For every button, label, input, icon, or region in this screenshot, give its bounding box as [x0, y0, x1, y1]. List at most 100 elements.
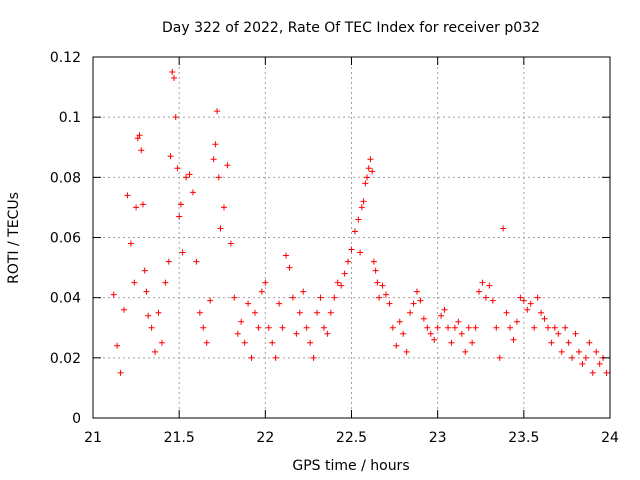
data-point: [358, 204, 365, 211]
data-point: [241, 339, 248, 346]
data-point: [296, 309, 303, 316]
data-point: [374, 279, 381, 286]
data-point: [138, 147, 145, 154]
data-point: [486, 282, 493, 289]
data-point: [407, 309, 414, 316]
data-point: [513, 318, 520, 325]
data-point: [367, 156, 374, 163]
data-point: [572, 330, 579, 337]
data-point: [220, 204, 227, 211]
data-point: [500, 225, 507, 232]
data-point: [279, 324, 286, 331]
data-point: [136, 132, 143, 139]
data-point: [255, 324, 262, 331]
data-point: [320, 324, 327, 331]
data-point: [382, 291, 389, 298]
data-point: [348, 246, 355, 253]
data-point: [303, 324, 310, 331]
x-tick-label: 22: [256, 430, 274, 446]
data-point: [262, 279, 269, 286]
data-point: [238, 318, 245, 325]
data-point: [186, 171, 193, 178]
data-point: [110, 291, 117, 298]
data-point: [410, 300, 417, 307]
data-point: [189, 189, 196, 196]
data-point: [196, 309, 203, 316]
y-tick-label: 0.08: [50, 170, 81, 186]
data-point: [200, 324, 207, 331]
x-tick-labels: 21 21.5 22 22.5 23 23.5 24: [84, 430, 619, 446]
data-point: [215, 174, 222, 181]
y-tick-label: 0.1: [59, 110, 81, 126]
data-point: [331, 294, 338, 301]
data-point: [482, 294, 489, 301]
y-axis-label: ROTI / TECUs: [6, 192, 22, 284]
x-tick-label: 24: [601, 430, 619, 446]
data-point: [403, 348, 410, 355]
data-point: [251, 309, 258, 316]
data-point: [217, 225, 224, 232]
data-point: [431, 336, 438, 343]
data-point: [114, 342, 121, 349]
data-point: [364, 174, 371, 181]
data-point: [124, 192, 131, 199]
data-point: [472, 324, 479, 331]
data-point: [507, 324, 514, 331]
data-point: [569, 354, 576, 361]
data-point: [224, 162, 231, 169]
data-point: [210, 156, 217, 163]
y-tick-label: 0.06: [50, 231, 81, 247]
data-point: [134, 135, 141, 142]
data-point: [448, 339, 455, 346]
axis-ticks: [92, 56, 611, 419]
data-point: [503, 309, 510, 316]
data-point: [179, 249, 186, 256]
data-point: [143, 288, 150, 295]
data-point: [365, 165, 372, 172]
data-point: [369, 168, 376, 175]
data-point: [434, 324, 441, 331]
data-point: [158, 339, 165, 346]
data-point: [544, 324, 551, 331]
data-point: [289, 294, 296, 301]
data-point: [589, 369, 596, 376]
data-point: [133, 204, 140, 211]
data-point: [413, 288, 420, 295]
data-point: [551, 324, 558, 331]
data-point: [357, 249, 364, 256]
y-tick-label: 0: [72, 411, 81, 427]
data-point: [531, 324, 538, 331]
data-point: [131, 279, 138, 286]
data-point: [386, 300, 393, 307]
data-point: [258, 288, 265, 295]
data-point: [376, 294, 383, 301]
data-point: [582, 354, 589, 361]
data-point: [379, 282, 386, 289]
data-point: [575, 348, 582, 355]
data-point: [396, 318, 403, 325]
data-point: [558, 348, 565, 355]
data-point: [152, 348, 159, 355]
data-point: [245, 300, 252, 307]
data-point: [307, 339, 314, 346]
data-point: [510, 336, 517, 343]
data-point: [176, 213, 183, 220]
y-tick-label: 0.04: [50, 291, 81, 307]
data-point: [372, 267, 379, 274]
data-point: [355, 216, 362, 223]
data-point: [341, 270, 348, 277]
data-point: [193, 258, 200, 265]
data-point: [479, 279, 486, 286]
data-point: [393, 342, 400, 349]
data-points: [110, 69, 610, 376]
data-point: [155, 309, 162, 316]
data-point: [360, 198, 367, 205]
data-point: [445, 324, 452, 331]
data-point: [565, 339, 572, 346]
data-point: [541, 315, 548, 322]
data-point: [177, 201, 184, 208]
x-tick-label: 23: [429, 430, 447, 446]
y-tick-label: 0.02: [50, 351, 81, 367]
data-point: [465, 324, 472, 331]
